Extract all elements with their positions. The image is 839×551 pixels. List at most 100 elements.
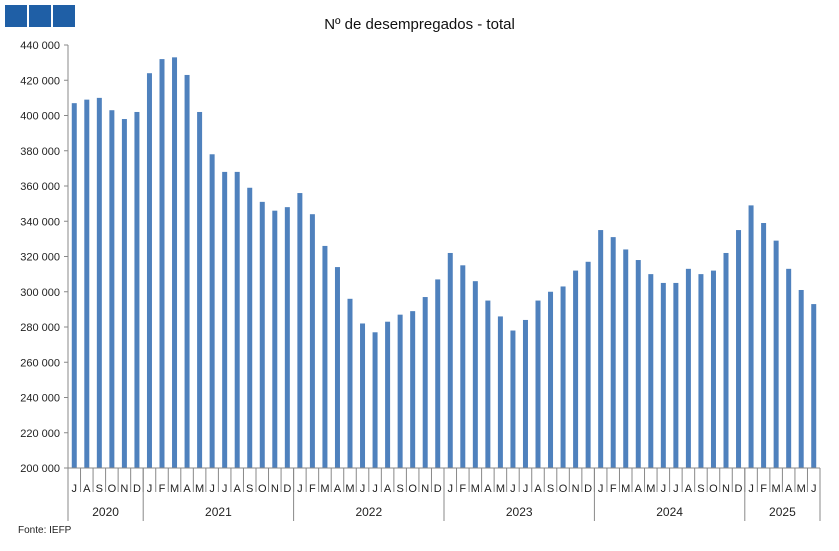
bar bbox=[372, 332, 378, 468]
month-label: J bbox=[72, 483, 78, 495]
month-label: N bbox=[572, 483, 580, 495]
bar bbox=[146, 73, 152, 468]
month-label: M bbox=[320, 483, 329, 495]
bar bbox=[573, 270, 579, 468]
month-label: O bbox=[258, 483, 267, 495]
bar bbox=[698, 274, 704, 468]
bar bbox=[736, 230, 742, 468]
y-axis: 200 000 220 000 240 000 260 000 280 000 300 0… bbox=[20, 40, 69, 475]
month-label: S bbox=[96, 483, 103, 495]
bars bbox=[71, 57, 817, 469]
y-tick-label: 220 000 bbox=[20, 428, 60, 440]
bar bbox=[385, 321, 391, 468]
bar bbox=[585, 261, 591, 468]
y-tick-label: 260 000 bbox=[20, 357, 60, 369]
year-label: 2023 bbox=[506, 505, 533, 519]
bar bbox=[673, 282, 679, 468]
month-label: J bbox=[209, 483, 215, 495]
month-label: O bbox=[408, 483, 417, 495]
month-label: S bbox=[697, 483, 704, 495]
bar bbox=[522, 319, 528, 468]
bar bbox=[309, 214, 315, 468]
month-label: A bbox=[635, 483, 643, 495]
bar bbox=[648, 274, 654, 468]
bar bbox=[397, 314, 403, 468]
bar bbox=[197, 111, 203, 468]
month-label: J bbox=[360, 483, 366, 495]
month-label: O bbox=[709, 483, 718, 495]
y-tick-label: 320 000 bbox=[20, 252, 60, 264]
bar bbox=[598, 230, 604, 468]
y-tick-label: 240 000 bbox=[20, 393, 60, 405]
bar bbox=[660, 282, 666, 468]
bar bbox=[410, 311, 416, 468]
bar bbox=[748, 205, 754, 468]
y-tick-label: 420 000 bbox=[20, 75, 60, 87]
month-label: D bbox=[133, 483, 141, 495]
month-label: A bbox=[785, 483, 793, 495]
bar bbox=[635, 260, 641, 468]
bar bbox=[360, 323, 366, 468]
month-label: J bbox=[811, 483, 817, 495]
month-label: J bbox=[598, 483, 604, 495]
month-label: J bbox=[523, 483, 529, 495]
month-label: M bbox=[621, 483, 630, 495]
month-label: N bbox=[271, 483, 279, 495]
bar bbox=[447, 252, 453, 468]
month-label: M bbox=[345, 483, 354, 495]
month-label: S bbox=[396, 483, 403, 495]
bar bbox=[172, 57, 178, 469]
bar bbox=[710, 270, 716, 468]
bar bbox=[222, 171, 228, 468]
year-label: 2022 bbox=[355, 505, 382, 519]
bar bbox=[422, 297, 428, 468]
y-tick-label: 340 000 bbox=[20, 216, 60, 228]
year-label: 2021 bbox=[205, 505, 232, 519]
y-tick-label: 280 000 bbox=[20, 322, 60, 334]
month-label: M bbox=[772, 483, 781, 495]
month-label: J bbox=[510, 483, 516, 495]
bar bbox=[623, 249, 629, 468]
month-label: F bbox=[610, 483, 617, 495]
bar bbox=[798, 289, 804, 468]
bar bbox=[610, 237, 616, 468]
month-label: J bbox=[147, 483, 153, 495]
month-label: D bbox=[283, 483, 291, 495]
month-label: D bbox=[735, 483, 743, 495]
y-tick-label: 360 000 bbox=[20, 181, 60, 193]
month-label: J bbox=[748, 483, 754, 495]
bar bbox=[497, 316, 503, 468]
month-label: J bbox=[673, 483, 679, 495]
month-label: F bbox=[159, 483, 166, 495]
year-label: 2025 bbox=[769, 505, 796, 519]
bar bbox=[109, 110, 115, 469]
bar bbox=[347, 298, 353, 468]
month-label: S bbox=[246, 483, 253, 495]
month-label: N bbox=[722, 483, 730, 495]
bar bbox=[96, 97, 102, 468]
bar bbox=[460, 265, 466, 468]
bar bbox=[247, 187, 253, 468]
month-label: F bbox=[760, 483, 767, 495]
month-label: A bbox=[685, 483, 693, 495]
month-label: N bbox=[421, 483, 429, 495]
logo-square-3 bbox=[53, 5, 75, 27]
month-label: A bbox=[484, 483, 492, 495]
bar bbox=[685, 268, 691, 468]
month-label: A bbox=[234, 483, 242, 495]
y-tick-label: 400 000 bbox=[20, 111, 60, 123]
bar bbox=[121, 119, 127, 469]
logo-square-2 bbox=[29, 5, 51, 27]
bar bbox=[159, 59, 165, 468]
month-label: F bbox=[459, 483, 466, 495]
month-label: J bbox=[372, 483, 378, 495]
month-label: J bbox=[222, 483, 228, 495]
bar bbox=[485, 300, 491, 468]
bar bbox=[209, 154, 215, 468]
bar bbox=[773, 240, 779, 468]
month-label: J bbox=[661, 483, 667, 495]
bar bbox=[723, 252, 729, 468]
bar bbox=[284, 207, 290, 468]
month-label: M bbox=[496, 483, 505, 495]
bar bbox=[334, 267, 340, 468]
